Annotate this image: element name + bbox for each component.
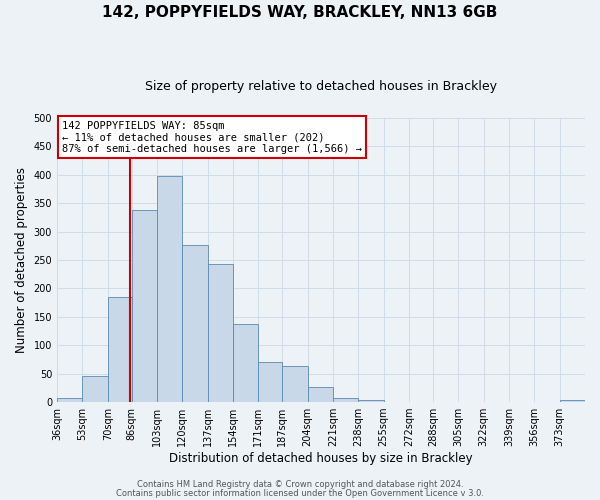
Text: 142 POPPYFIELDS WAY: 85sqm
← 11% of detached houses are smaller (202)
87% of sem: 142 POPPYFIELDS WAY: 85sqm ← 11% of deta… [62, 120, 362, 154]
Bar [358, 400, 383, 402]
Bar [182, 244, 208, 402]
Bar [108, 297, 131, 402]
Bar [233, 324, 259, 402]
Text: Contains public sector information licensed under the Open Government Licence v : Contains public sector information licen… [116, 488, 484, 498]
Bar [57, 398, 82, 402]
Bar [82, 376, 108, 402]
Bar [208, 264, 233, 402]
Title: Size of property relative to detached houses in Brackley: Size of property relative to detached ho… [145, 80, 497, 93]
Y-axis label: Number of detached properties: Number of detached properties [15, 167, 28, 353]
X-axis label: Distribution of detached houses by size in Brackley: Distribution of detached houses by size … [169, 452, 473, 465]
Bar [308, 386, 333, 402]
Text: 142, POPPYFIELDS WAY, BRACKLEY, NN13 6GB: 142, POPPYFIELDS WAY, BRACKLEY, NN13 6GB [103, 5, 497, 20]
Text: Contains HM Land Registry data © Crown copyright and database right 2024.: Contains HM Land Registry data © Crown c… [137, 480, 463, 489]
Bar [282, 366, 308, 402]
Bar [259, 362, 282, 402]
Bar [131, 210, 157, 402]
Bar [333, 398, 358, 402]
Bar [157, 176, 182, 402]
Bar [560, 400, 585, 402]
